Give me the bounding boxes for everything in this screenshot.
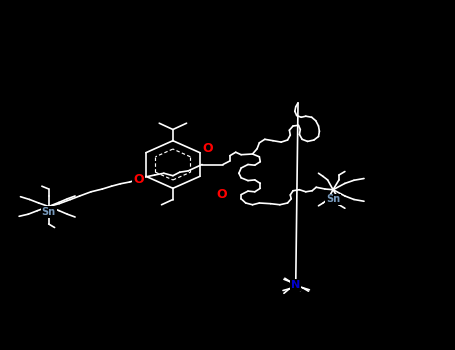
Text: N: N [291,280,300,290]
Text: Sn: Sn [326,195,340,204]
Text: O: O [216,188,227,201]
Text: O: O [202,142,213,155]
Text: O: O [133,173,144,186]
Text: Sn: Sn [41,207,56,217]
